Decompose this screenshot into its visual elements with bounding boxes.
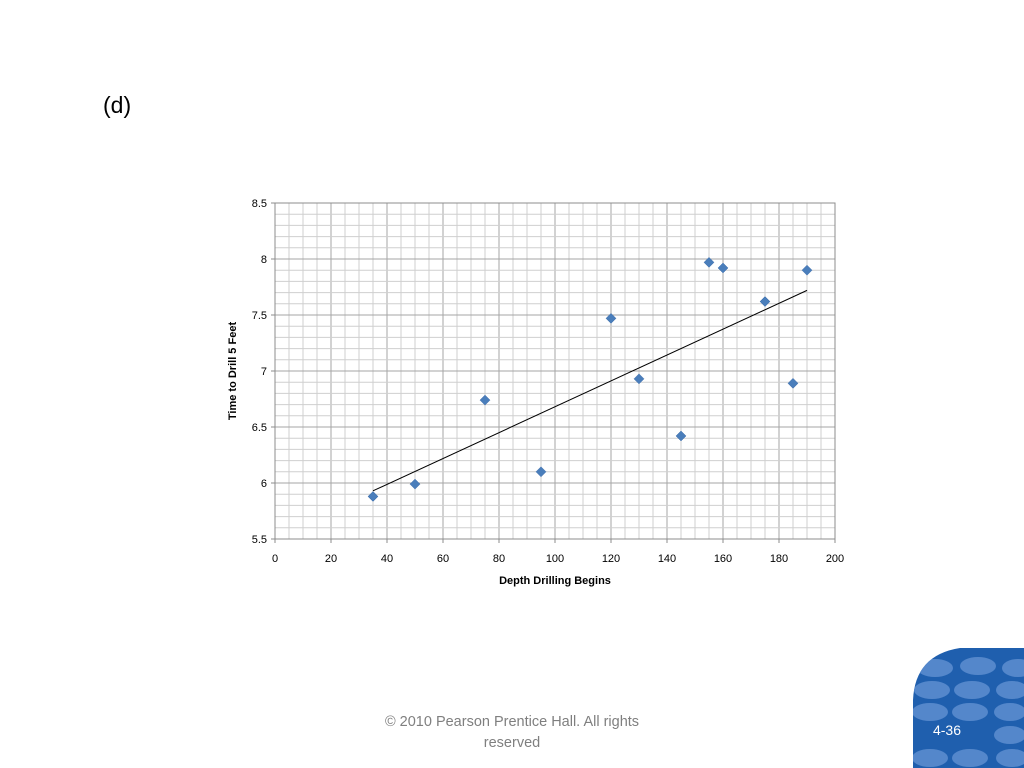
data-point [409, 478, 421, 490]
x-tick-label: 200 [826, 553, 844, 565]
x-tick-label: 60 [437, 553, 449, 565]
x-tick-label: 80 [493, 553, 505, 565]
data-point [787, 377, 799, 389]
y-tick-label: 7.5 [252, 310, 267, 322]
x-axis-ticks: 0 20 40 60 80 100 120 140 160 180 200 [272, 539, 844, 565]
x-tick-label: 120 [602, 553, 620, 565]
x-tick-label: 20 [325, 553, 337, 565]
x-tick-label: 160 [714, 553, 732, 565]
x-tick-label: 140 [658, 553, 676, 565]
data-point [703, 257, 715, 268]
data-point [479, 394, 491, 406]
data-point [675, 430, 687, 442]
data-point [605, 313, 617, 324]
copyright-footer: © 2010 Pearson Prentice Hall. All rights… [384, 714, 640, 751]
y-tick-label: 8.5 [252, 198, 267, 210]
data-point [535, 466, 547, 478]
data-point [633, 373, 645, 385]
x-tick-label: 100 [546, 553, 564, 565]
x-axis-title: Depth Drilling Begins [499, 575, 611, 587]
data-points [367, 257, 813, 502]
y-tick-label: 5.5 [252, 534, 267, 546]
y-tick-label: 8 [261, 254, 267, 266]
x-tick-label: 0 [272, 553, 278, 565]
y-tick-label: 7 [261, 366, 267, 378]
y-tick-label: 6.5 [252, 422, 267, 434]
data-point [801, 264, 813, 276]
data-point [759, 296, 771, 307]
page-number: 4-36 [932, 722, 962, 738]
x-tick-label: 40 [381, 553, 393, 565]
data-point [367, 491, 379, 502]
data-point [717, 262, 729, 274]
trendline [372, 289, 808, 492]
y-tick-label: 6 [261, 478, 267, 490]
slide-label: (d) [103, 92, 132, 118]
x-tick-label: 180 [770, 553, 788, 565]
y-axis-ticks: 5.5 6 6.5 7 7.5 8 8.5 [252, 198, 275, 546]
y-axis-title: Time to Drill 5 Feet [227, 322, 239, 421]
